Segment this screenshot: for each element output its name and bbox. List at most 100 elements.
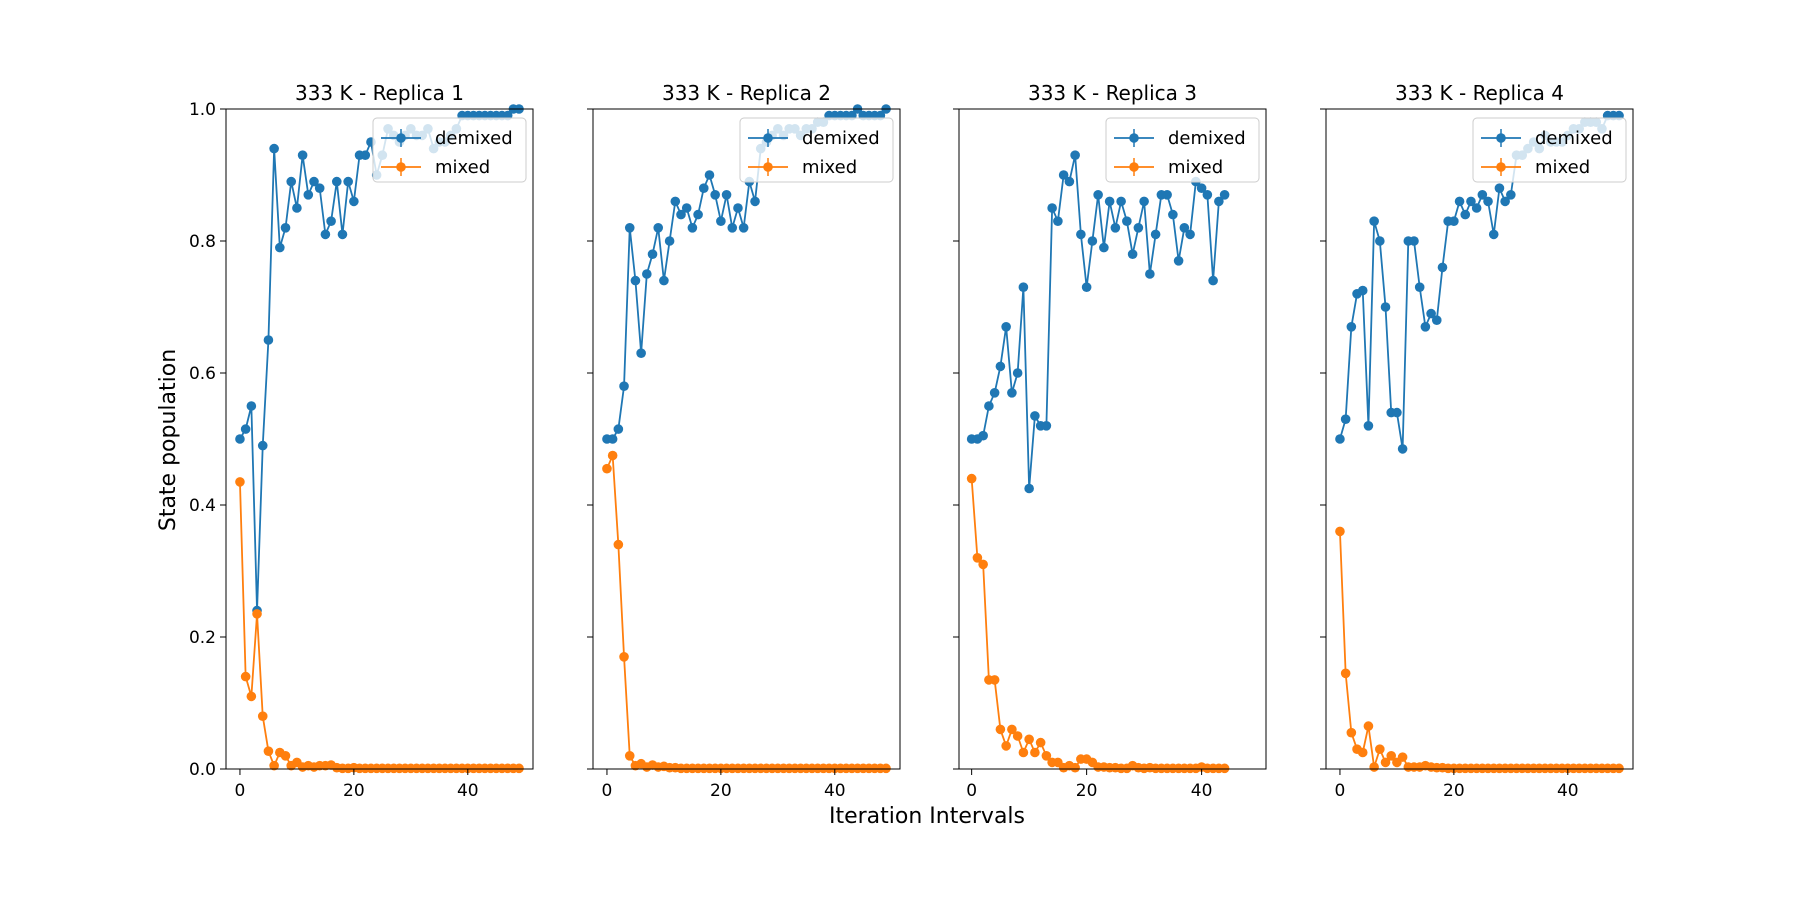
x-tick-label: 20 xyxy=(1076,781,1098,801)
panel-title: 333 K - Replica 2 xyxy=(662,81,831,105)
data-point xyxy=(1380,757,1391,768)
data-point xyxy=(1196,183,1207,193)
x-tick-label: 0 xyxy=(1335,781,1346,801)
data-point xyxy=(1500,196,1510,207)
data-point xyxy=(727,223,738,233)
data-point xyxy=(966,473,977,484)
legend-item-mixed: mixed xyxy=(1481,157,1590,178)
legend-item-demixed: demixed xyxy=(1114,128,1246,149)
data-point xyxy=(292,203,302,213)
legend-box xyxy=(739,117,894,183)
data-point xyxy=(235,477,245,487)
data-point xyxy=(1116,196,1126,207)
data-point xyxy=(1087,236,1098,246)
data-point xyxy=(1024,734,1034,745)
data-point xyxy=(721,190,732,200)
data-point xyxy=(1081,282,1092,293)
axes-frame xyxy=(1325,108,1634,770)
data-point xyxy=(1122,216,1132,226)
data-point xyxy=(1219,190,1230,200)
data-point xyxy=(1058,170,1069,180)
legend-item-demixed: demixed xyxy=(381,128,513,149)
data-point xyxy=(1064,176,1075,187)
x-tick-label: 40 xyxy=(457,781,479,801)
data-point xyxy=(1030,747,1040,758)
series-mixed xyxy=(1335,526,1624,774)
figure-y-axis-label: State population xyxy=(156,349,181,531)
x-tick-label: 0 xyxy=(966,781,977,801)
x-tick-label: 0 xyxy=(235,781,246,801)
data-point xyxy=(1001,322,1011,332)
data-point xyxy=(636,348,646,359)
data-point xyxy=(613,424,624,434)
legend-item-mixed: mixed xyxy=(381,157,490,178)
legend: demixed mixed xyxy=(1105,117,1260,183)
data-point xyxy=(984,401,994,411)
data-point xyxy=(676,209,686,220)
x-tick-label: 0 xyxy=(602,781,613,801)
panel-3: 0 20 40 333 K - Replica 3 demixed mixed xyxy=(953,81,1267,801)
data-point xyxy=(235,434,245,444)
data-point xyxy=(1420,322,1431,332)
data-point xyxy=(263,335,274,345)
data-point xyxy=(1483,196,1493,207)
legend-label: mixed xyxy=(1535,157,1590,178)
legend: demixed mixed xyxy=(739,117,894,183)
data-point xyxy=(1035,737,1046,748)
data-point xyxy=(1375,236,1385,246)
data-point xyxy=(607,450,618,461)
data-point xyxy=(1173,255,1184,266)
data-point xyxy=(1007,388,1017,398)
data-point xyxy=(314,183,325,193)
legend-label: mixed xyxy=(435,157,490,178)
x-tick-label: 40 xyxy=(824,781,846,801)
data-point xyxy=(246,401,257,411)
data-point xyxy=(602,463,612,474)
data-point xyxy=(630,275,641,286)
panel-2: 0 20 40 333 K - Replica 2 demixed mixed xyxy=(587,81,901,801)
data-point xyxy=(733,203,743,213)
series-line-mixed xyxy=(606,454,887,770)
data-point xyxy=(240,424,251,434)
legend-marker xyxy=(396,162,406,172)
data-point xyxy=(1208,275,1218,286)
data-point xyxy=(240,671,251,682)
data-point xyxy=(1162,190,1172,200)
data-point xyxy=(619,381,629,392)
data-point xyxy=(664,236,675,246)
data-point xyxy=(1185,229,1195,240)
data-point xyxy=(1471,203,1482,213)
legend-box xyxy=(1472,117,1627,183)
legend-label: demixed xyxy=(1535,128,1613,149)
data-point xyxy=(1145,269,1155,279)
panel-title: 333 K - Replica 4 xyxy=(1395,81,1564,105)
series-mixed xyxy=(235,477,524,774)
data-point xyxy=(1414,282,1425,293)
legend-marker xyxy=(1129,133,1139,143)
y-tick-label: 0.4 xyxy=(189,496,216,516)
data-point xyxy=(331,176,342,187)
data-point xyxy=(698,183,709,193)
data-point xyxy=(1614,763,1624,774)
panel-4: 0 20 40 333 K - Replica 4 demixed mixed xyxy=(1320,81,1634,801)
data-point xyxy=(1070,762,1080,773)
data-point xyxy=(1104,196,1115,207)
axes-frame xyxy=(958,108,1267,770)
data-point xyxy=(687,223,698,233)
x-tick-label: 40 xyxy=(1191,781,1213,801)
data-point xyxy=(1335,434,1345,444)
data-point xyxy=(1012,731,1023,741)
data-point xyxy=(1369,762,1379,772)
data-point xyxy=(1012,368,1023,378)
data-point xyxy=(343,176,353,187)
legend-label: demixed xyxy=(435,128,513,149)
data-point xyxy=(275,242,285,253)
data-point xyxy=(1449,216,1459,226)
series-line-mixed xyxy=(970,478,1225,770)
data-point xyxy=(1179,223,1190,233)
data-point xyxy=(642,269,652,279)
data-point xyxy=(1093,190,1103,200)
data-point xyxy=(1409,236,1419,246)
x-tick-label: 20 xyxy=(343,781,365,801)
legend-item-demixed: demixed xyxy=(748,128,880,149)
